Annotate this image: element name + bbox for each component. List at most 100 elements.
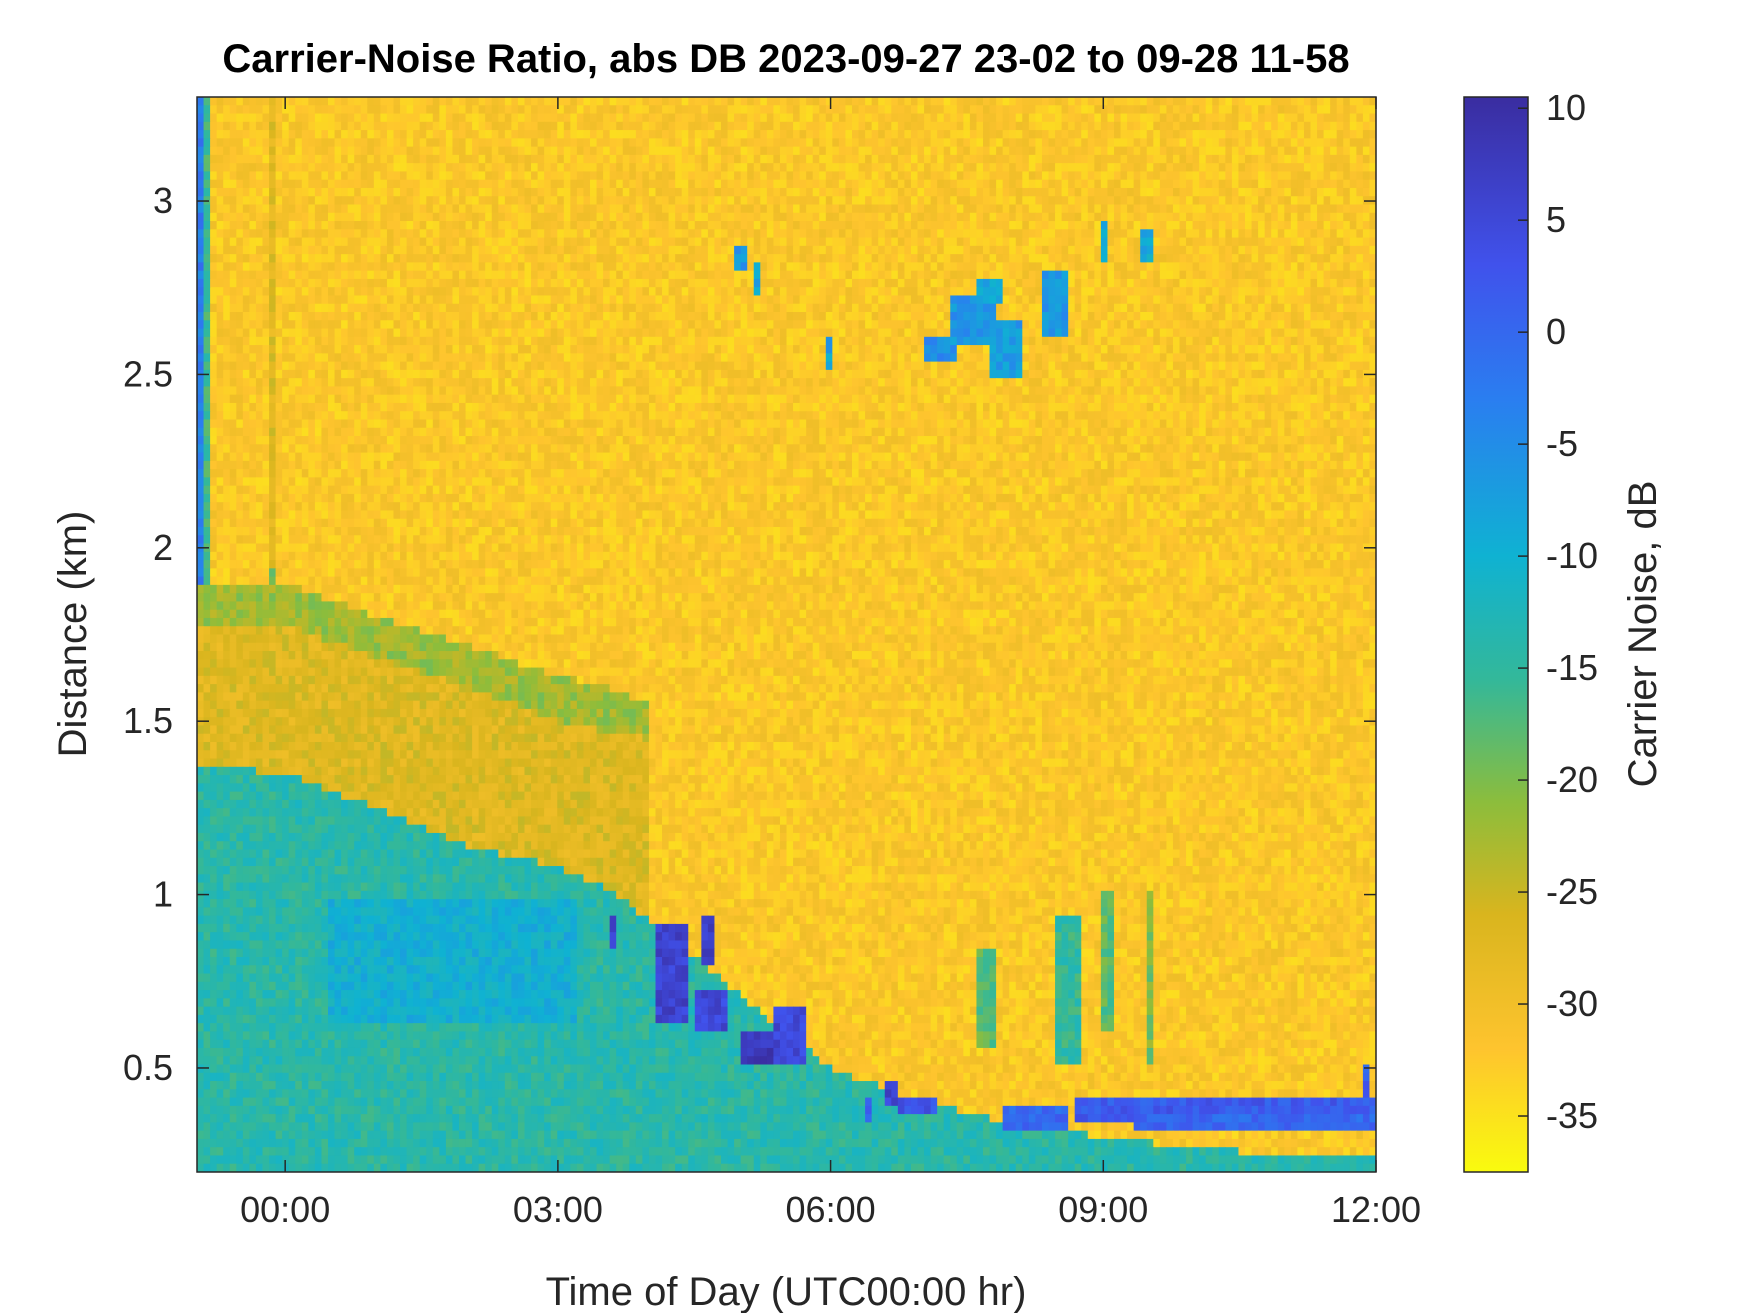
heatmap-cell (1035, 320, 1042, 329)
heatmap-cell (354, 320, 361, 329)
heatmap-cell (335, 163, 342, 172)
heatmap-cell (1140, 279, 1147, 288)
heatmap-cell (577, 138, 584, 147)
heatmap-cell (570, 304, 577, 313)
heatmap-cell (741, 254, 748, 263)
heatmap-cell (400, 188, 407, 197)
heatmap-cell (859, 287, 866, 296)
heatmap-cell (1193, 138, 1200, 147)
heatmap-cell (616, 254, 623, 263)
heatmap-cell (669, 262, 676, 271)
heatmap-cell (701, 163, 708, 172)
heatmap-cell (656, 246, 663, 255)
heatmap-cell (1075, 279, 1082, 288)
heatmap-cell (1101, 254, 1108, 263)
heatmap-cell (675, 196, 682, 205)
heatmap-cell (1363, 171, 1370, 180)
heatmap-cell (787, 254, 794, 263)
heatmap-cell (852, 295, 859, 304)
heatmap-cell (891, 262, 898, 271)
heatmap-cell (616, 271, 623, 280)
heatmap-cell (1245, 213, 1252, 222)
heatmap-cell (263, 155, 270, 164)
heatmap-cell (1265, 122, 1272, 131)
heatmap-cell (1232, 122, 1239, 131)
heatmap-cell (263, 105, 270, 114)
heatmap-cell (505, 271, 512, 280)
heatmap-cell (367, 287, 374, 296)
heatmap-cell (1225, 155, 1232, 164)
heatmap-cell (787, 304, 794, 313)
heatmap-cell (760, 271, 767, 280)
heatmap-cell (839, 130, 846, 139)
heatmap-cell (433, 180, 440, 189)
heatmap-cell (1238, 221, 1245, 230)
heatmap-cell (780, 238, 787, 247)
heatmap-cell (204, 213, 211, 222)
heatmap-cell (498, 320, 505, 329)
heatmap-cell (341, 180, 348, 189)
heatmap-cell (1278, 229, 1285, 238)
heatmap-cell (407, 221, 414, 230)
heatmap-cell (1350, 295, 1357, 304)
heatmap-cell (924, 171, 931, 180)
heatmap-cell (341, 205, 348, 214)
heatmap-cell (374, 163, 381, 172)
heatmap-cell (682, 171, 689, 180)
heatmap-cell (1258, 312, 1265, 321)
heatmap-cell (1081, 105, 1088, 114)
heatmap-cell (832, 320, 839, 329)
heatmap-cell (957, 138, 964, 147)
heatmap-cell (269, 171, 276, 180)
heatmap-cell (1180, 147, 1187, 156)
heatmap-cell (741, 138, 748, 147)
heatmap-cell (249, 295, 256, 304)
heatmap-cell (1068, 114, 1075, 123)
heatmap-cell (1317, 304, 1324, 313)
heatmap-cell (210, 279, 217, 288)
heatmap-cell (872, 295, 879, 304)
heatmap-cell (826, 147, 833, 156)
heatmap-cell (348, 320, 355, 329)
heatmap-cell (662, 180, 669, 189)
heatmap-cell (688, 171, 695, 180)
heatmap-cell (236, 205, 243, 214)
heatmap-cell (918, 188, 925, 197)
heatmap-cell (256, 246, 263, 255)
heatmap-cell (976, 287, 983, 296)
heatmap-cell (918, 312, 925, 321)
heatmap-cell (669, 147, 676, 156)
heatmap-cell (276, 246, 283, 255)
heatmap-cell (263, 205, 270, 214)
heatmap-cell (479, 163, 486, 172)
heatmap-cell (813, 163, 820, 172)
heatmap-cell (682, 246, 689, 255)
heatmap-cell (1284, 196, 1291, 205)
heatmap-cell (1330, 271, 1337, 280)
heatmap-cell (1094, 196, 1101, 205)
heatmap-cell (210, 171, 217, 180)
heatmap-cell (1186, 188, 1193, 197)
heatmap-cell (597, 205, 604, 214)
heatmap-cell (1160, 105, 1167, 114)
heatmap-cell (1219, 246, 1226, 255)
heatmap-cell (1284, 295, 1291, 304)
heatmap-cell (983, 130, 990, 139)
heatmap-cell (1258, 114, 1265, 123)
heatmap-cell (721, 196, 728, 205)
heatmap-cell (321, 155, 328, 164)
heatmap-cell (976, 180, 983, 189)
heatmap-cell (741, 105, 748, 114)
heatmap-cell (1042, 229, 1049, 238)
heatmap-cell (970, 138, 977, 147)
heatmap-cell (302, 279, 309, 288)
heatmap-cell (695, 287, 702, 296)
heatmap-cell (616, 138, 623, 147)
heatmap-cell (872, 114, 879, 123)
heatmap-cell (204, 229, 211, 238)
heatmap-cell (760, 312, 767, 321)
heatmap-cell (1114, 254, 1121, 263)
heatmap-cell (1252, 97, 1259, 106)
heatmap-cell (374, 221, 381, 230)
heatmap-cell (354, 138, 361, 147)
